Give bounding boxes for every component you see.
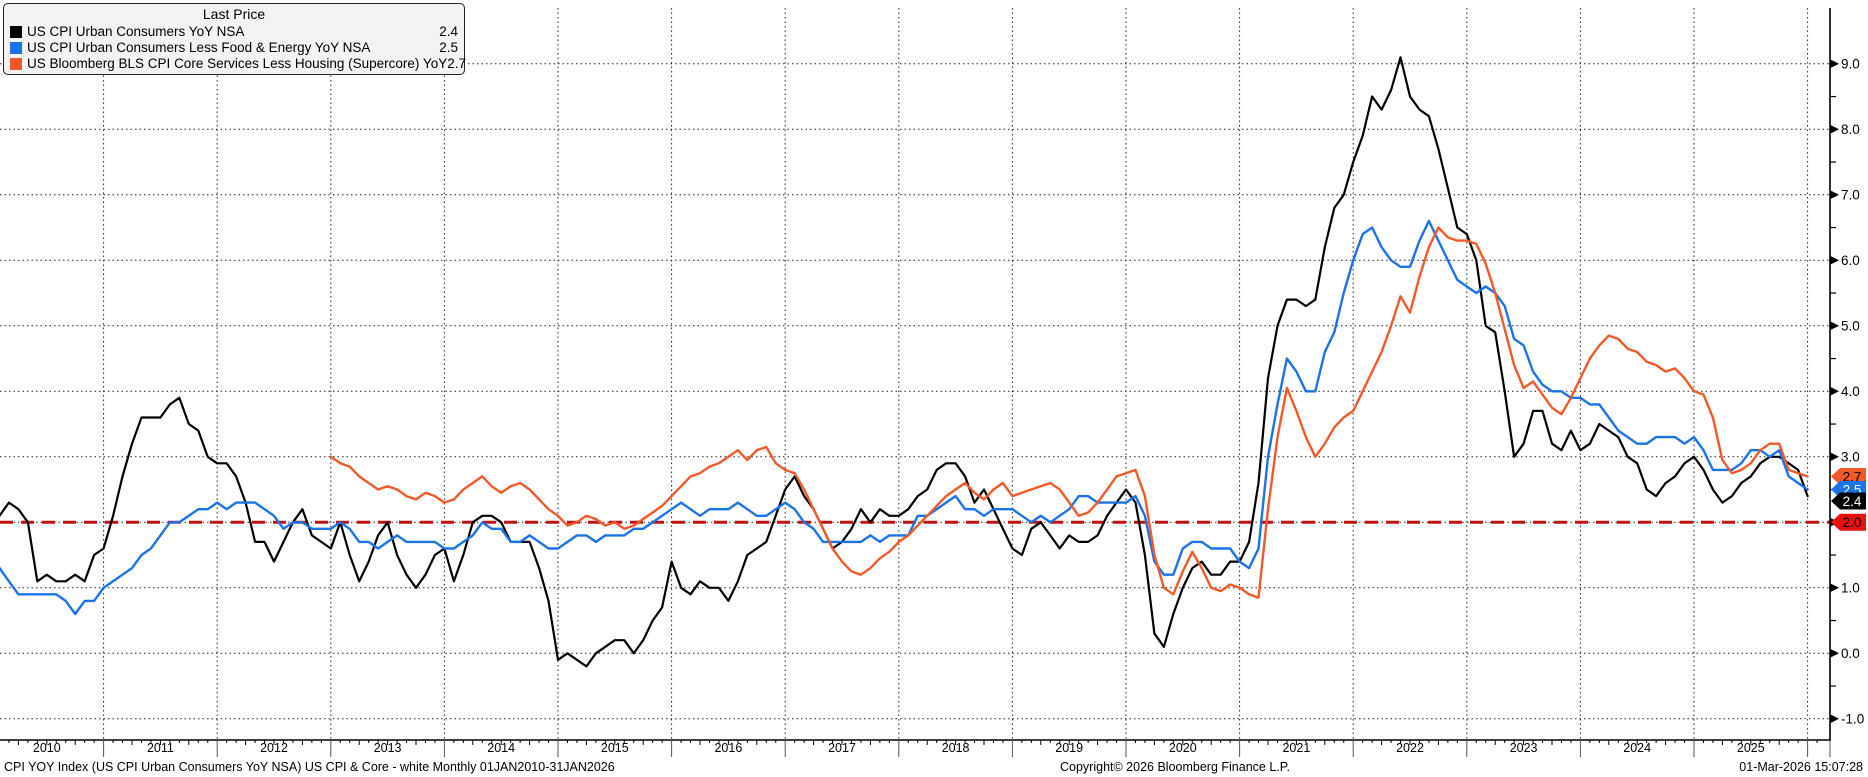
y-tick-label: -1.0 [1841, 711, 1864, 726]
chart-footer: CPI YOY Index (US CPI Urban Consumers Yo… [0, 758, 1868, 777]
year-label: 2021 [1282, 741, 1310, 755]
legend-label: US CPI Urban Consumers YoY NSA [27, 23, 245, 39]
supercore-line[interactable] [329, 226, 1809, 599]
year-label: 2016 [714, 741, 742, 755]
axes [0, 8, 1831, 741]
y-tick-arrow-icon [1830, 386, 1839, 396]
timestamp: 01-Mar-2026 15:07:28 [1739, 760, 1863, 774]
y-axis[interactable]: 9.0 8.0 7.0 6.0 5.0 4.0 3.0 2.0 1.0 0.0 -1.0 [1830, 56, 1864, 726]
y-tick-label: 8.0 [1841, 122, 1860, 137]
year-label: 2020 [1169, 741, 1197, 755]
y-tick-arrow-icon [1830, 583, 1839, 593]
legend-last-value: 2.5 [439, 39, 458, 55]
y-tick-arrow-icon [1830, 124, 1839, 134]
legend-title: Last Price [202, 6, 266, 22]
legend-last-value: 2.4 [439, 23, 458, 39]
y-tick-label: 9.0 [1841, 56, 1860, 71]
year-label: 2025 [1737, 741, 1765, 755]
core-cpi-line[interactable] [0, 219, 1809, 616]
svg-text:2.0: 2.0 [1843, 515, 1862, 530]
legend-item-supercore-cpi[interactable]: US Bloomberg BLS CPI Core Services Less … [10, 55, 466, 71]
last-price-badge: 2.7 [1831, 467, 1866, 485]
supercore-swatch-icon [10, 57, 22, 70]
y-tick-label: 6.0 [1841, 253, 1860, 268]
headline-cpi-line[interactable] [0, 56, 1809, 668]
year-label: 2012 [260, 741, 288, 755]
chart-description: CPI YOY Index (US CPI Urban Consumers Yo… [4, 760, 615, 774]
year-label: 2011 [147, 741, 174, 755]
y-tick-label: 7.0 [1841, 187, 1860, 202]
legend-label: US Bloomberg BLS CPI Core Services Less … [27, 55, 448, 71]
year-label: 2023 [1510, 741, 1538, 755]
y-tick-label: 3.0 [1841, 449, 1860, 464]
year-label: 2010 [33, 741, 61, 755]
year-label: 2024 [1623, 741, 1651, 755]
year-label: 2022 [1396, 741, 1424, 755]
y-tick-arrow-icon [1830, 321, 1839, 331]
year-label: 2014 [487, 741, 515, 755]
y-tick-arrow-icon [1830, 648, 1839, 658]
chart-legend[interactable]: Last Price US CPI Urban Consumers YoY NS… [3, 3, 466, 75]
legend-item-headline-cpi[interactable]: US CPI Urban Consumers YoY NSA 2.4 [10, 25, 458, 38]
x-axis[interactable]: 2010 2011 2012 2013 2014 2015 2016 2017 2018 2019… [8, 740, 1831, 757]
y-tick-label: 1.0 [1841, 580, 1860, 595]
legend-item-core-cpi[interactable]: US CPI Urban Consumers Less Food & Energ… [10, 41, 458, 54]
legend-last-value: 2.7 [447, 55, 466, 71]
y-tick-label: 0.0 [1841, 646, 1860, 661]
y-tick-label: 5.0 [1841, 318, 1860, 333]
series-lines [0, 56, 1809, 668]
legend-label: US CPI Urban Consumers Less Food & Energ… [27, 39, 371, 55]
y-tick-arrow-icon [1830, 59, 1839, 69]
year-label: 2019 [1055, 741, 1083, 755]
last-price-badge: 2.4 [1831, 492, 1866, 510]
year-label: 2018 [942, 741, 970, 755]
year-label: 2013 [374, 741, 402, 755]
y-tick-arrow-icon [1830, 190, 1839, 200]
svg-text:2.7: 2.7 [1843, 469, 1862, 484]
y-tick-label: 4.0 [1841, 384, 1860, 399]
core-cpi-swatch-icon [10, 41, 22, 54]
y-tick-arrow-icon [1830, 255, 1839, 265]
y-tick-arrow-icon [1830, 714, 1839, 724]
svg-text:2.4: 2.4 [1843, 494, 1862, 509]
y-tick-arrow-icon [1830, 452, 1839, 462]
year-label: 2015 [601, 741, 629, 755]
threshold-badge: 2.0 [1831, 513, 1866, 531]
headline-cpi-swatch-icon [10, 25, 22, 38]
copyright-notice: Copyright© 2026 Bloomberg Finance L.P. [1060, 760, 1290, 774]
year-label: 2017 [828, 741, 856, 755]
gridlines [0, 8, 1830, 740]
